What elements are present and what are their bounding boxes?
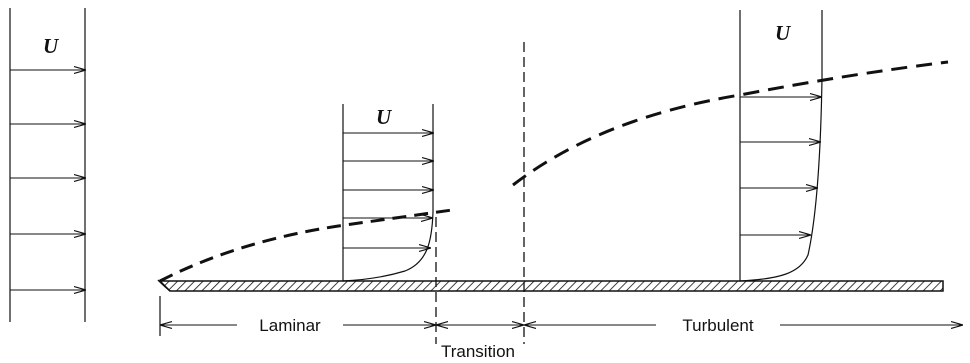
laminar-velocity-profile: U bbox=[342, 104, 434, 282]
laminar-velocity-label: U bbox=[376, 105, 393, 129]
free-stream-profile: U bbox=[9, 8, 85, 322]
flat-plate-body bbox=[158, 280, 944, 292]
free-stream-velocity-label: U bbox=[43, 34, 60, 58]
flat-plate bbox=[157, 279, 944, 292]
laminar-boundary-layer-edge bbox=[159, 208, 453, 283]
region-dimensions: Laminar Transition Turbulent bbox=[159, 296, 962, 361]
turbulent-velocity-label: U bbox=[775, 21, 792, 45]
transition-region-label: Transition bbox=[441, 342, 515, 361]
turbulent-velocity-profile: U bbox=[739, 10, 823, 282]
flat-plate-leading-edge bbox=[157, 279, 171, 292]
laminar-profile-curve bbox=[342, 211, 434, 282]
laminar-region-label: Laminar bbox=[259, 316, 321, 335]
turbulent-region-label: Turbulent bbox=[682, 316, 753, 335]
turbulent-boundary-layer-edge bbox=[512, 60, 949, 187]
turbulent-profile-curve bbox=[739, 77, 823, 282]
